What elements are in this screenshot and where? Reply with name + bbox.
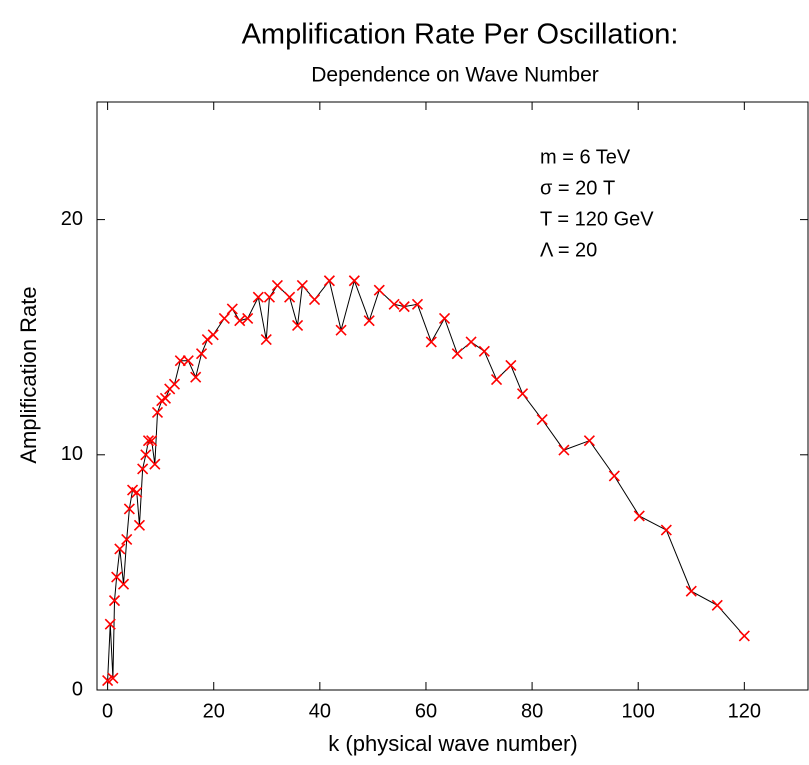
marker xyxy=(711,599,723,611)
marker xyxy=(133,519,146,531)
y-axis-label: Amplification Rate xyxy=(16,286,41,463)
marker xyxy=(536,413,548,426)
marker xyxy=(195,348,208,360)
marker xyxy=(451,348,463,360)
marker xyxy=(660,524,672,536)
marker xyxy=(296,279,308,292)
marker xyxy=(168,378,181,390)
marker xyxy=(478,345,490,357)
x-tick-label: 120 xyxy=(728,700,761,722)
marker xyxy=(558,444,570,456)
marker xyxy=(505,359,517,371)
marker xyxy=(260,333,272,346)
marker xyxy=(292,319,304,332)
x-tick-label: 40 xyxy=(309,700,331,722)
marker xyxy=(182,355,194,367)
marker xyxy=(159,392,172,404)
marker xyxy=(308,294,321,306)
marker xyxy=(398,301,410,313)
y-tick-label: 20 xyxy=(61,208,83,230)
x-tick-label: 80 xyxy=(521,700,543,722)
marker xyxy=(207,329,219,341)
marker xyxy=(323,275,335,287)
chart-title: Amplification Rate Per Oscillation: xyxy=(242,19,679,51)
x-tick-label: 0 xyxy=(102,700,113,722)
annotation: σ = 20 T xyxy=(540,177,615,199)
annotation: Λ = 20 xyxy=(540,239,597,261)
marker xyxy=(218,312,230,324)
marker xyxy=(190,371,202,383)
marker xyxy=(137,463,149,475)
marker xyxy=(388,298,400,310)
marker xyxy=(583,435,595,447)
marker xyxy=(348,275,360,287)
chart-subtitle: Dependence on Wave Number xyxy=(311,64,599,87)
marker xyxy=(201,333,213,346)
marker xyxy=(114,543,126,555)
marker xyxy=(373,284,385,296)
marker xyxy=(425,336,437,348)
marker xyxy=(151,406,164,419)
marker xyxy=(490,373,503,386)
marker xyxy=(608,470,620,482)
marker xyxy=(411,298,424,310)
marker xyxy=(149,458,161,470)
series-line xyxy=(107,279,745,681)
marker xyxy=(107,672,119,684)
annotation: m = 6 TeV xyxy=(540,146,631,168)
marker xyxy=(117,578,130,590)
x-tick-label: 20 xyxy=(203,700,225,722)
marker xyxy=(465,336,477,348)
y-tick-label: 10 xyxy=(61,443,83,465)
annotation: T = 120 GeV xyxy=(540,208,654,230)
x-tick-label: 100 xyxy=(622,700,655,722)
marker xyxy=(146,435,158,447)
marker xyxy=(263,291,276,303)
marker xyxy=(738,630,750,642)
marker xyxy=(335,324,347,336)
marker xyxy=(104,618,116,630)
marker xyxy=(123,503,135,515)
plot-frame xyxy=(96,101,809,691)
marker xyxy=(363,315,375,327)
marker xyxy=(121,533,133,546)
marker xyxy=(438,312,451,324)
marker xyxy=(142,435,155,447)
marker xyxy=(242,312,254,324)
marker xyxy=(284,291,296,303)
marker xyxy=(226,303,238,315)
marker xyxy=(685,585,697,597)
marker xyxy=(516,388,529,400)
marker xyxy=(108,595,121,607)
x-tick-label: 60 xyxy=(415,700,437,722)
marker xyxy=(174,355,186,367)
y-tick-label: 0 xyxy=(72,678,83,700)
x-axis-label: k (physical wave number) xyxy=(328,731,577,756)
marker xyxy=(131,486,143,498)
marker xyxy=(140,449,152,461)
marker xyxy=(633,510,645,522)
marker xyxy=(271,279,283,292)
marker xyxy=(252,291,264,303)
marker xyxy=(234,315,246,327)
